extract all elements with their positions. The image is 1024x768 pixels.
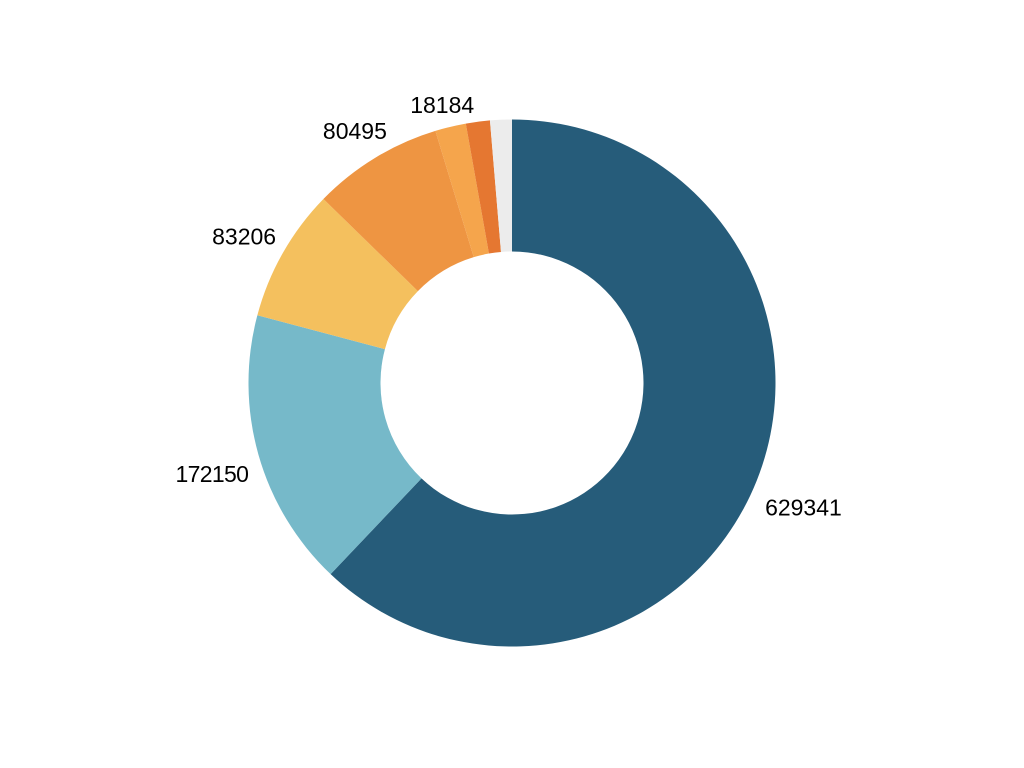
svg-text:18184: 18184 [410, 92, 474, 118]
svg-text:80495: 80495 [323, 118, 387, 144]
svg-text:172150: 172150 [175, 461, 248, 487]
svg-text:83206: 83206 [212, 224, 276, 250]
svg-text:629341: 629341 [765, 494, 842, 520]
